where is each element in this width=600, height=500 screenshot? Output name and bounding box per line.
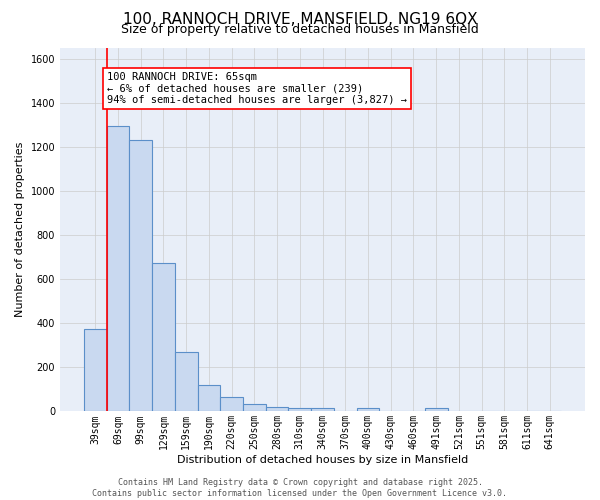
X-axis label: Distribution of detached houses by size in Mansfield: Distribution of detached houses by size …: [177, 455, 468, 465]
Bar: [175, 352, 197, 412]
Bar: [197, 385, 220, 411]
Y-axis label: Number of detached properties: Number of detached properties: [15, 142, 25, 317]
Bar: [220, 397, 243, 411]
Bar: [356, 408, 379, 412]
Bar: [266, 406, 289, 412]
Bar: [243, 404, 266, 411]
Text: Size of property relative to detached houses in Mansfield: Size of property relative to detached ho…: [121, 22, 479, 36]
Bar: [311, 408, 334, 412]
Bar: [289, 408, 311, 412]
Bar: [425, 408, 448, 412]
Text: Contains HM Land Registry data © Crown copyright and database right 2025.
Contai: Contains HM Land Registry data © Crown c…: [92, 478, 508, 498]
Bar: [107, 126, 130, 412]
Bar: [84, 328, 107, 411]
Text: 100 RANNOCH DRIVE: 65sqm
← 6% of detached houses are smaller (239)
94% of semi-d: 100 RANNOCH DRIVE: 65sqm ← 6% of detache…: [107, 72, 407, 105]
Bar: [130, 140, 152, 411]
Text: 100, RANNOCH DRIVE, MANSFIELD, NG19 6QX: 100, RANNOCH DRIVE, MANSFIELD, NG19 6QX: [122, 12, 478, 28]
Bar: [152, 262, 175, 412]
